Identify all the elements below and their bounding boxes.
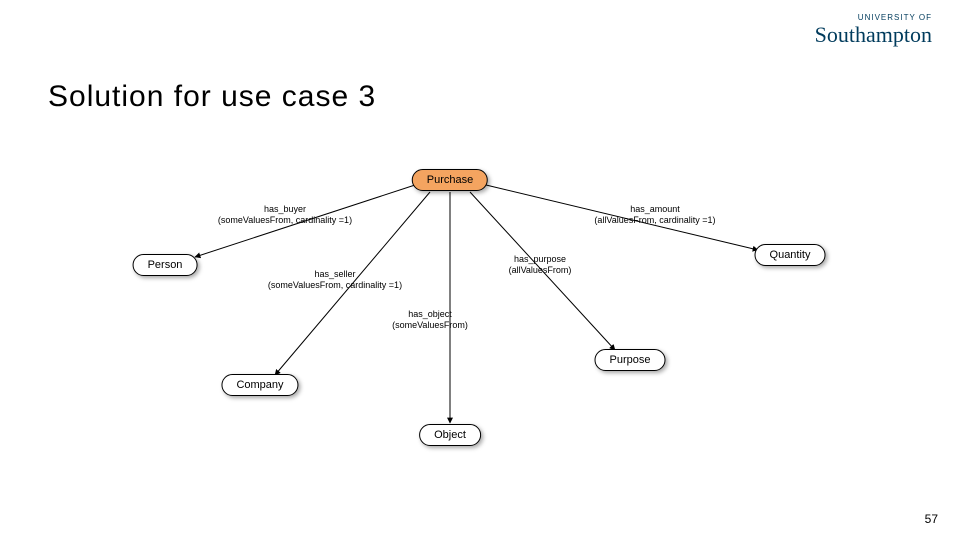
university-logo: UNIVERSITY OF Southampton	[815, 14, 932, 46]
page-number: 57	[925, 512, 938, 526]
edge-label-purchase-purpose: has_purpose(allValuesFrom)	[509, 254, 572, 276]
node-person: Person	[133, 254, 198, 276]
node-company: Company	[221, 374, 298, 396]
node-purchase: Purchase	[412, 169, 488, 191]
edge-label-line2: (someValuesFrom, cardinality =1)	[268, 280, 402, 291]
edge-label-purchase-quantity: has_amount(allValuesFrom, cardinality =1…	[594, 204, 715, 226]
ontology-diagram: Purchase Person Company Object Purpose Quanti…	[110, 160, 850, 480]
edge-label-line1: has_seller	[268, 269, 402, 280]
edge-label-purchase-person: has_buyer(someValuesFrom, cardinality =1…	[218, 204, 352, 226]
edge-label-line2: (allValuesFrom, cardinality =1)	[594, 215, 715, 226]
edge-label-line2: (allValuesFrom)	[509, 265, 572, 276]
node-quantity: Quantity	[755, 244, 826, 266]
logo-upper-text: UNIVERSITY OF	[815, 14, 932, 22]
edge-label-purchase-object: has_object(someValuesFrom)	[392, 309, 468, 331]
node-purpose: Purpose	[595, 349, 666, 371]
edge-label-line1: has_amount	[594, 204, 715, 215]
edge-label-line1: has_object	[392, 309, 468, 320]
edge-label-line1: has_buyer	[218, 204, 352, 215]
logo-main-text: Southampton	[815, 24, 932, 46]
edge-label-line1: has_purpose	[509, 254, 572, 265]
edge-label-purchase-company: has_seller(someValuesFrom, cardinality =…	[268, 269, 402, 291]
node-object: Object	[419, 424, 481, 446]
edge-label-line2: (someValuesFrom)	[392, 320, 468, 331]
page-title: Solution for use case 3	[48, 80, 376, 114]
edge-label-line2: (someValuesFrom, cardinality =1)	[218, 215, 352, 226]
